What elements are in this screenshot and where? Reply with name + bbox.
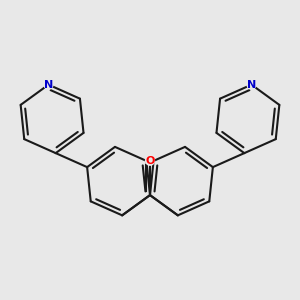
Text: N: N <box>247 80 256 90</box>
Text: O: O <box>145 156 155 166</box>
Circle shape <box>146 156 154 165</box>
Circle shape <box>44 80 53 89</box>
Circle shape <box>247 80 256 89</box>
Text: N: N <box>44 80 53 90</box>
